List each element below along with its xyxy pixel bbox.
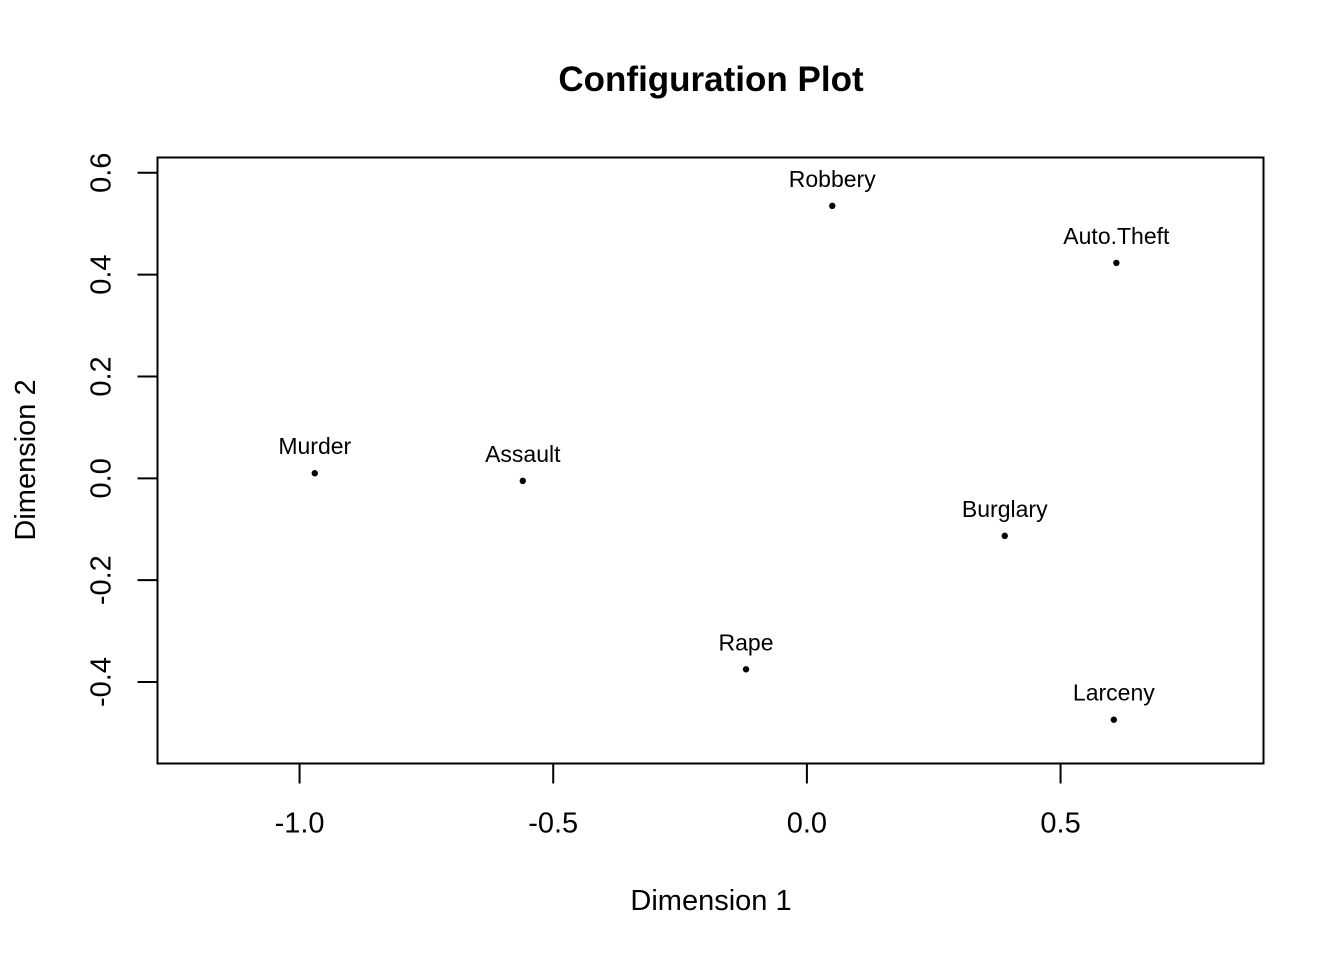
point-label: Auto.Theft <box>1063 223 1170 249</box>
x-axis-label: Dimension 1 <box>630 885 791 917</box>
data-point <box>1001 532 1008 540</box>
y-tick-label: 0.6 <box>86 153 118 193</box>
y-tick-label: 0.4 <box>86 254 118 294</box>
x-tick-label: 0.0 <box>787 808 827 840</box>
point-label: Larceny <box>1073 680 1155 706</box>
y-tick-label: 0.2 <box>86 356 118 396</box>
y-tick-label: -0.2 <box>86 555 118 605</box>
x-tick-label: 0.5 <box>1040 808 1080 840</box>
data-points: Murder Assault Robbery Auto.Theft Burglary Ra… <box>278 166 1170 723</box>
y-axis: -0.4 -0.2 0.0 0.2 0.4 0.6 <box>86 153 159 707</box>
x-axis: -1.0 -0.5 0.0 0.5 <box>275 762 1081 840</box>
data-point <box>1113 259 1120 267</box>
point-label: Murder <box>278 433 351 459</box>
y-axis-label: Dimension 2 <box>10 379 42 540</box>
point-label: Assault <box>485 441 561 467</box>
data-point <box>829 202 836 210</box>
point-label: Rape <box>719 629 774 655</box>
x-tick-label: -0.5 <box>528 808 578 840</box>
point-label: Robbery <box>789 166 876 192</box>
x-tick-label: -1.0 <box>275 808 325 840</box>
data-point <box>1110 716 1118 723</box>
data-point <box>311 470 318 477</box>
point-label: Burglary <box>962 496 1048 522</box>
data-point <box>519 477 526 485</box>
data-point <box>742 666 750 673</box>
chart-title: Configuration Plot <box>558 60 864 99</box>
y-tick-label: -0.4 <box>86 657 118 707</box>
y-tick-label: 0.0 <box>86 458 118 498</box>
